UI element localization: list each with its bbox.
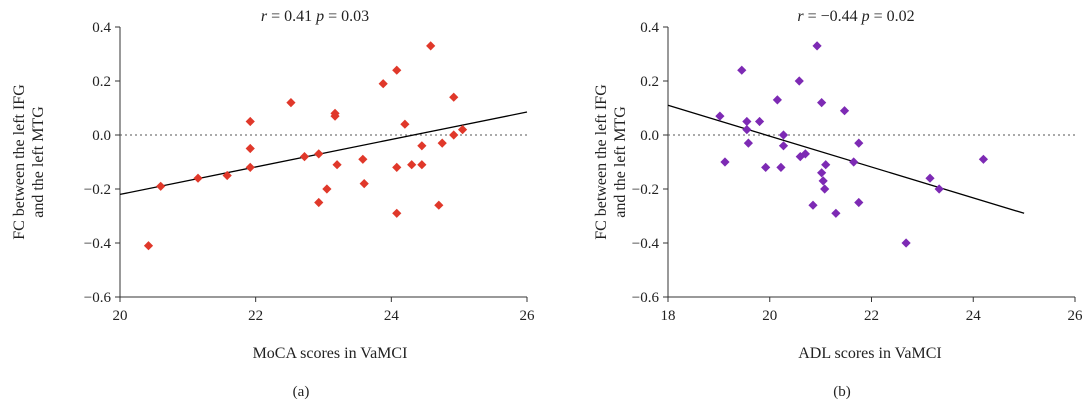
x-axis-title-a: MoCA scores in VaMCI [253,345,408,362]
data-point-a [143,241,154,251]
data-point-a [434,200,444,210]
data-point-a [378,79,388,89]
x-tick-label-b: 22 [864,308,879,324]
data-point-a [392,162,402,172]
y-tick-label-a: −0.2 [84,182,111,198]
data-point-b [812,41,822,51]
data-point-b [821,160,831,170]
data-point-b [800,149,810,159]
y-tick-label-b: −0.4 [632,236,660,252]
data-point-a [322,184,332,194]
y-tick-label-a: −0.4 [84,236,112,252]
data-point-b [742,125,752,135]
data-point-b [742,116,752,127]
regression-line-a [119,111,528,196]
data-point-b [808,200,818,210]
data-point-b [854,138,864,148]
data-point-b [818,176,828,186]
x-tick-label-a: 22 [248,308,263,324]
data-point-b [934,184,944,194]
y-tick-label-a: −0.6 [84,290,112,306]
y-tick-label-b: −0.6 [632,290,660,306]
data-point-a [417,160,427,170]
data-point-b [737,65,747,75]
x-tick-label-b: 26 [1068,308,1084,324]
data-point-b [839,106,850,116]
data-point-a [358,154,368,164]
data-point-b [715,111,725,121]
data-point-b [720,157,730,167]
data-point-a [222,170,232,181]
data-point-b [854,197,864,208]
panel-label-b: (b) [833,384,851,400]
data-point-a [359,179,369,189]
x-tick-label-a: 20 [113,308,128,324]
data-point-b [776,162,786,172]
data-point-b [761,162,771,172]
data-point-a [314,149,324,159]
data-point-a [392,208,402,218]
y-axis-title-b-line1: FC between the left IFG [593,84,610,240]
data-point-b [820,184,830,194]
y-axis-title-a-line1: FC between the left IFG [11,84,28,240]
data-point-a [449,92,459,102]
data-point-a [156,181,166,191]
data-point-a [193,173,203,183]
data-point-b [794,76,804,86]
y-tick-label-a: 0.2 [92,74,111,90]
x-tick-label-a: 26 [520,308,536,324]
data-point-a [426,41,436,51]
x-tick-label-b: 18 [661,308,676,324]
data-point-a [286,98,296,108]
panel-label-a: (a) [293,384,310,400]
data-point-a [245,143,255,154]
panel-a: r = 0.41 p = 0.03 FC between the left IF… [11,8,535,400]
y-tick-label-a: 0.4 [92,20,111,36]
data-point-a [437,138,447,148]
x-axis-title-b: ADL scores in VaMCI [798,345,942,362]
x-tick-label-a: 24 [384,308,400,324]
y-axis-title-a-line2: and the left MTG [30,106,47,218]
regression-line-b [667,104,1025,214]
y-tick-label-b: 0.0 [640,128,659,144]
panel-b: r = −0.44 p = 0.02 FC between the left I… [593,8,1083,400]
data-point-a [332,160,342,170]
x-tick-label-b: 20 [762,308,777,324]
data-point-a [245,162,255,172]
data-point-b [754,116,765,127]
data-point-a [400,119,410,129]
stat-label-b: r = −0.44 p = 0.02 [797,8,914,25]
x-tick-label-b: 24 [966,308,982,324]
data-point-b [817,168,827,178]
data-point-a [245,116,255,127]
data-point-b [817,98,827,108]
data-point-b [772,95,782,105]
data-point-a [299,152,310,162]
y-tick-label-b: −0.2 [632,182,659,198]
data-point-b [778,141,789,151]
data-point-a [417,141,427,151]
data-point-b [778,130,789,140]
data-point-b [849,157,859,167]
data-point-a [449,130,459,140]
data-point-a [457,125,468,135]
stat-label-a: r = 0.41 p = 0.03 [261,8,369,25]
y-tick-label-b: 0.2 [640,74,659,90]
data-point-b [978,154,989,164]
y-axis-title-b-line2: and the left MTG [612,106,629,218]
data-point-a [392,65,402,75]
data-point-a [407,160,417,170]
y-tick-label-a: 0.0 [92,128,111,144]
data-point-b [831,208,841,218]
data-point-a [314,197,324,208]
data-point-b [925,173,935,183]
data-point-a [330,111,340,121]
data-point-b [901,238,911,248]
data-point-b [743,138,753,148]
y-tick-label-b: 0.4 [640,20,659,36]
